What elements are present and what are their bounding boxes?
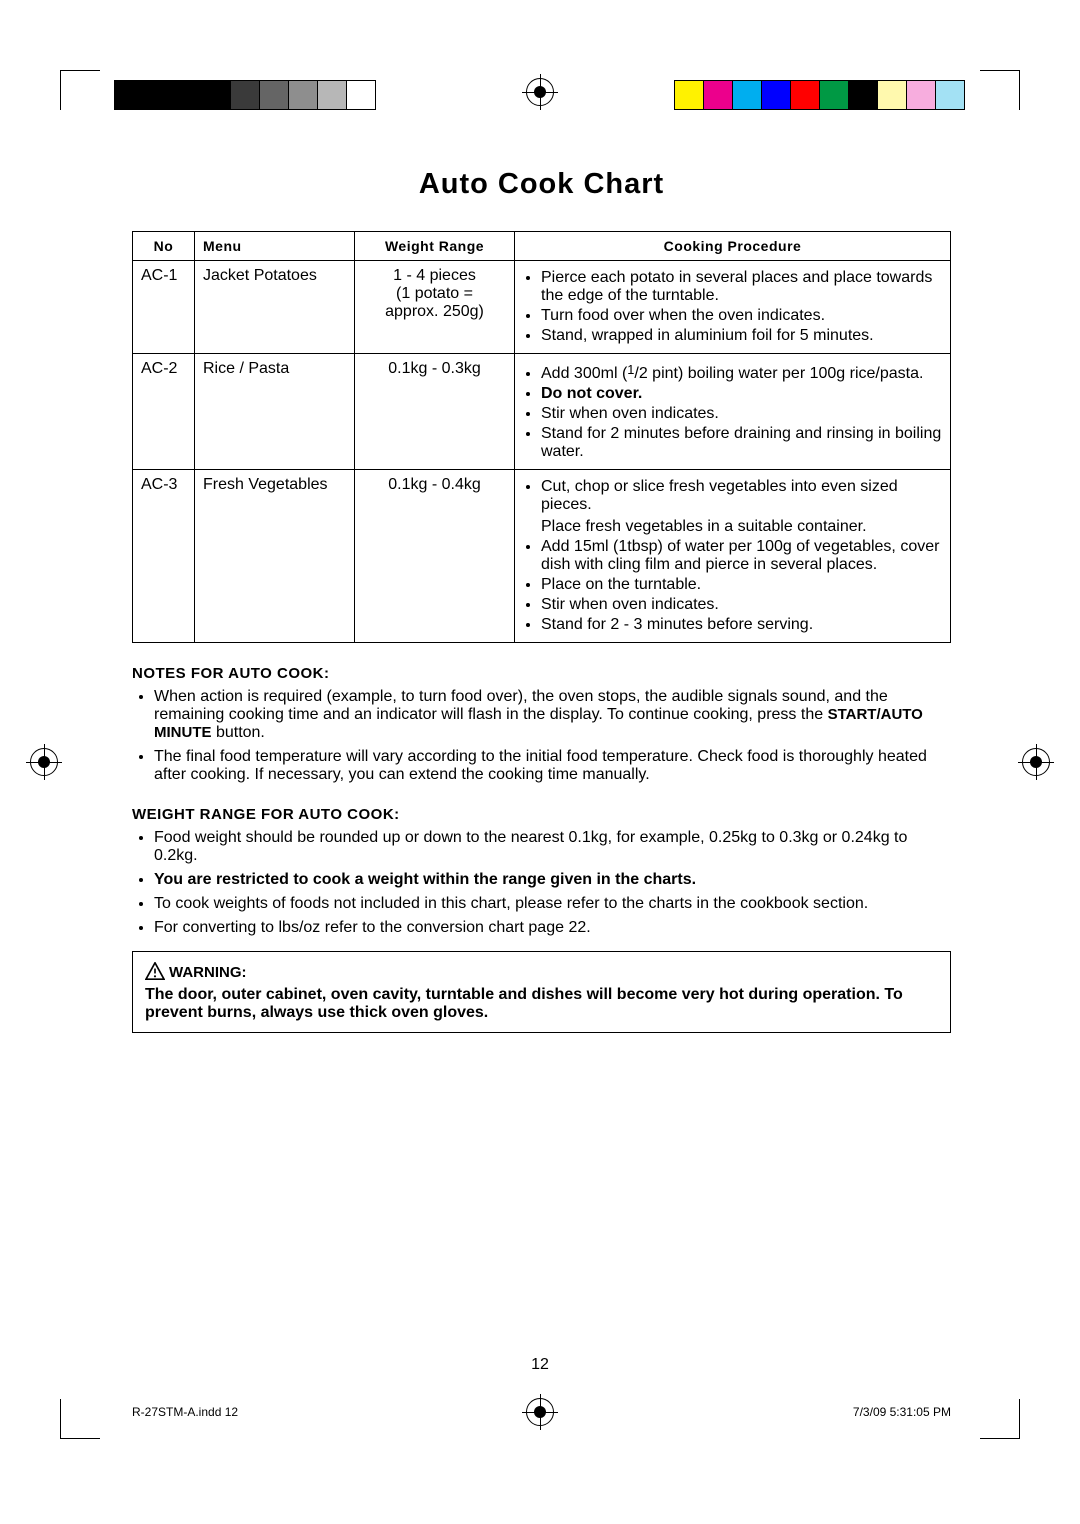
note-item: Food weight should be rounded up or down… [154, 829, 951, 865]
procedure-step: Add 300ml (1/2 pint) boiling water per 1… [541, 362, 942, 383]
color-calibration-bar [115, 80, 376, 110]
procedure-step: Place on the turntable. [541, 576, 942, 594]
text: /2 pint) boiling water per 100g rice/pas… [634, 365, 923, 382]
procedure-step: Stand for 2 - 3 minutes before serving. [541, 616, 942, 634]
cell-no: AC-1 [133, 261, 195, 354]
procedure-step: Add 15ml (1tbsp) of water per 100g of ve… [541, 538, 942, 574]
warning-heading: WARNING: [145, 964, 247, 981]
procedure-step: Pierce each potato in several places and… [541, 269, 942, 305]
warning-text: The door, outer cabinet, oven cavity, tu… [145, 986, 938, 1022]
text: When action is required (example, to tur… [154, 688, 888, 723]
table-row: AC-2 Rice / Pasta 0.1kg - 0.3kg Add 300m… [133, 354, 951, 470]
text: Do not cover. [541, 385, 642, 402]
procedure-step: Stir when oven indicates. [541, 405, 942, 423]
page-number: 12 [531, 1356, 549, 1374]
weight-text: 1 - 4 pieces [393, 267, 476, 284]
cell-weight: 1 - 4 pieces (1 potato = approx. 250g) [355, 261, 515, 354]
footer-filename: R-27STM-A.indd 12 [132, 1405, 238, 1419]
procedure-step: Stand, wrapped in aluminium foil for 5 m… [541, 327, 942, 345]
registration-mark-icon [1022, 748, 1050, 776]
text: Place fresh vegetables in a suitable con… [541, 518, 942, 536]
col-header-menu: Menu [195, 232, 355, 261]
crop-mark [980, 1399, 1020, 1439]
table-row: AC-1 Jacket Potatoes 1 - 4 pieces (1 pot… [133, 261, 951, 354]
note-item: To cook weights of foods not included in… [154, 895, 951, 913]
cell-weight: 0.1kg - 0.4kg [355, 470, 515, 643]
text: button. [212, 724, 265, 741]
section-heading: NOTES FOR AUTO COOK: [132, 665, 951, 682]
cell-weight: 0.1kg - 0.3kg [355, 354, 515, 470]
cell-no: AC-2 [133, 354, 195, 470]
procedure-step: Stir when oven indicates. [541, 596, 942, 614]
col-header-weight: Weight Range [355, 232, 515, 261]
weight-text: (1 potato = [396, 285, 473, 302]
page-footer: R-27STM-A.indd 12 7/3/09 5:31:05 PM [132, 1405, 951, 1419]
table-row: AC-3 Fresh Vegetables 0.1kg - 0.4kg Cut,… [133, 470, 951, 643]
cell-no: AC-3 [133, 470, 195, 643]
crop-mark [980, 70, 1020, 110]
cell-procedure: Cut, chop or slice fresh vegetables into… [515, 470, 951, 643]
warning-label: WARNING: [169, 964, 247, 981]
cell-menu: Rice / Pasta [195, 354, 355, 470]
auto-cook-table: No Menu Weight Range Cooking Procedure A… [132, 231, 951, 643]
procedure-step: Do not cover. [541, 385, 942, 403]
cell-procedure: Pierce each potato in several places and… [515, 261, 951, 354]
registration-mark-icon [30, 748, 58, 776]
footer-timestamp: 7/3/09 5:31:05 PM [853, 1405, 951, 1419]
cell-menu: Fresh Vegetables [195, 470, 355, 643]
note-item: The final food temperature will vary acc… [154, 748, 951, 784]
text: Add 300ml ( [541, 365, 627, 382]
procedure-step: Cut, chop or slice fresh vegetables into… [541, 478, 942, 536]
note-item: When action is required (example, to tur… [154, 688, 951, 742]
col-header-procedure: Cooking Procedure [515, 232, 951, 261]
text: Cut, chop or slice fresh vegetables into… [541, 478, 898, 513]
cell-procedure: Add 300ml (1/2 pint) boiling water per 1… [515, 354, 951, 470]
crop-mark [60, 1399, 100, 1439]
page-title: Auto Cook Chart [132, 168, 951, 201]
note-item: For converting to lbs/oz refer to the co… [154, 919, 951, 937]
section-heading: WEIGHT RANGE FOR AUTO COOK: [132, 806, 951, 823]
procedure-step: Turn food over when the oven indicates. [541, 307, 942, 325]
col-header-no: No [133, 232, 195, 261]
weight-text: approx. 250g) [385, 303, 484, 320]
registration-mark-icon [526, 78, 554, 106]
page-content: Auto Cook Chart No Menu Weight Range Coo… [132, 168, 951, 1033]
crop-mark [60, 70, 100, 110]
warning-box: WARNING: The door, outer cabinet, oven c… [132, 951, 951, 1033]
cell-menu: Jacket Potatoes [195, 261, 355, 354]
note-item: You are restricted to cook a weight with… [154, 871, 951, 889]
text: You are restricted to cook a weight with… [154, 871, 696, 888]
notes-section: NOTES FOR AUTO COOK: When action is requ… [132, 665, 951, 937]
procedure-step: Stand for 2 minutes before draining and … [541, 425, 942, 461]
color-calibration-bar [675, 80, 965, 110]
warning-icon [145, 962, 165, 980]
